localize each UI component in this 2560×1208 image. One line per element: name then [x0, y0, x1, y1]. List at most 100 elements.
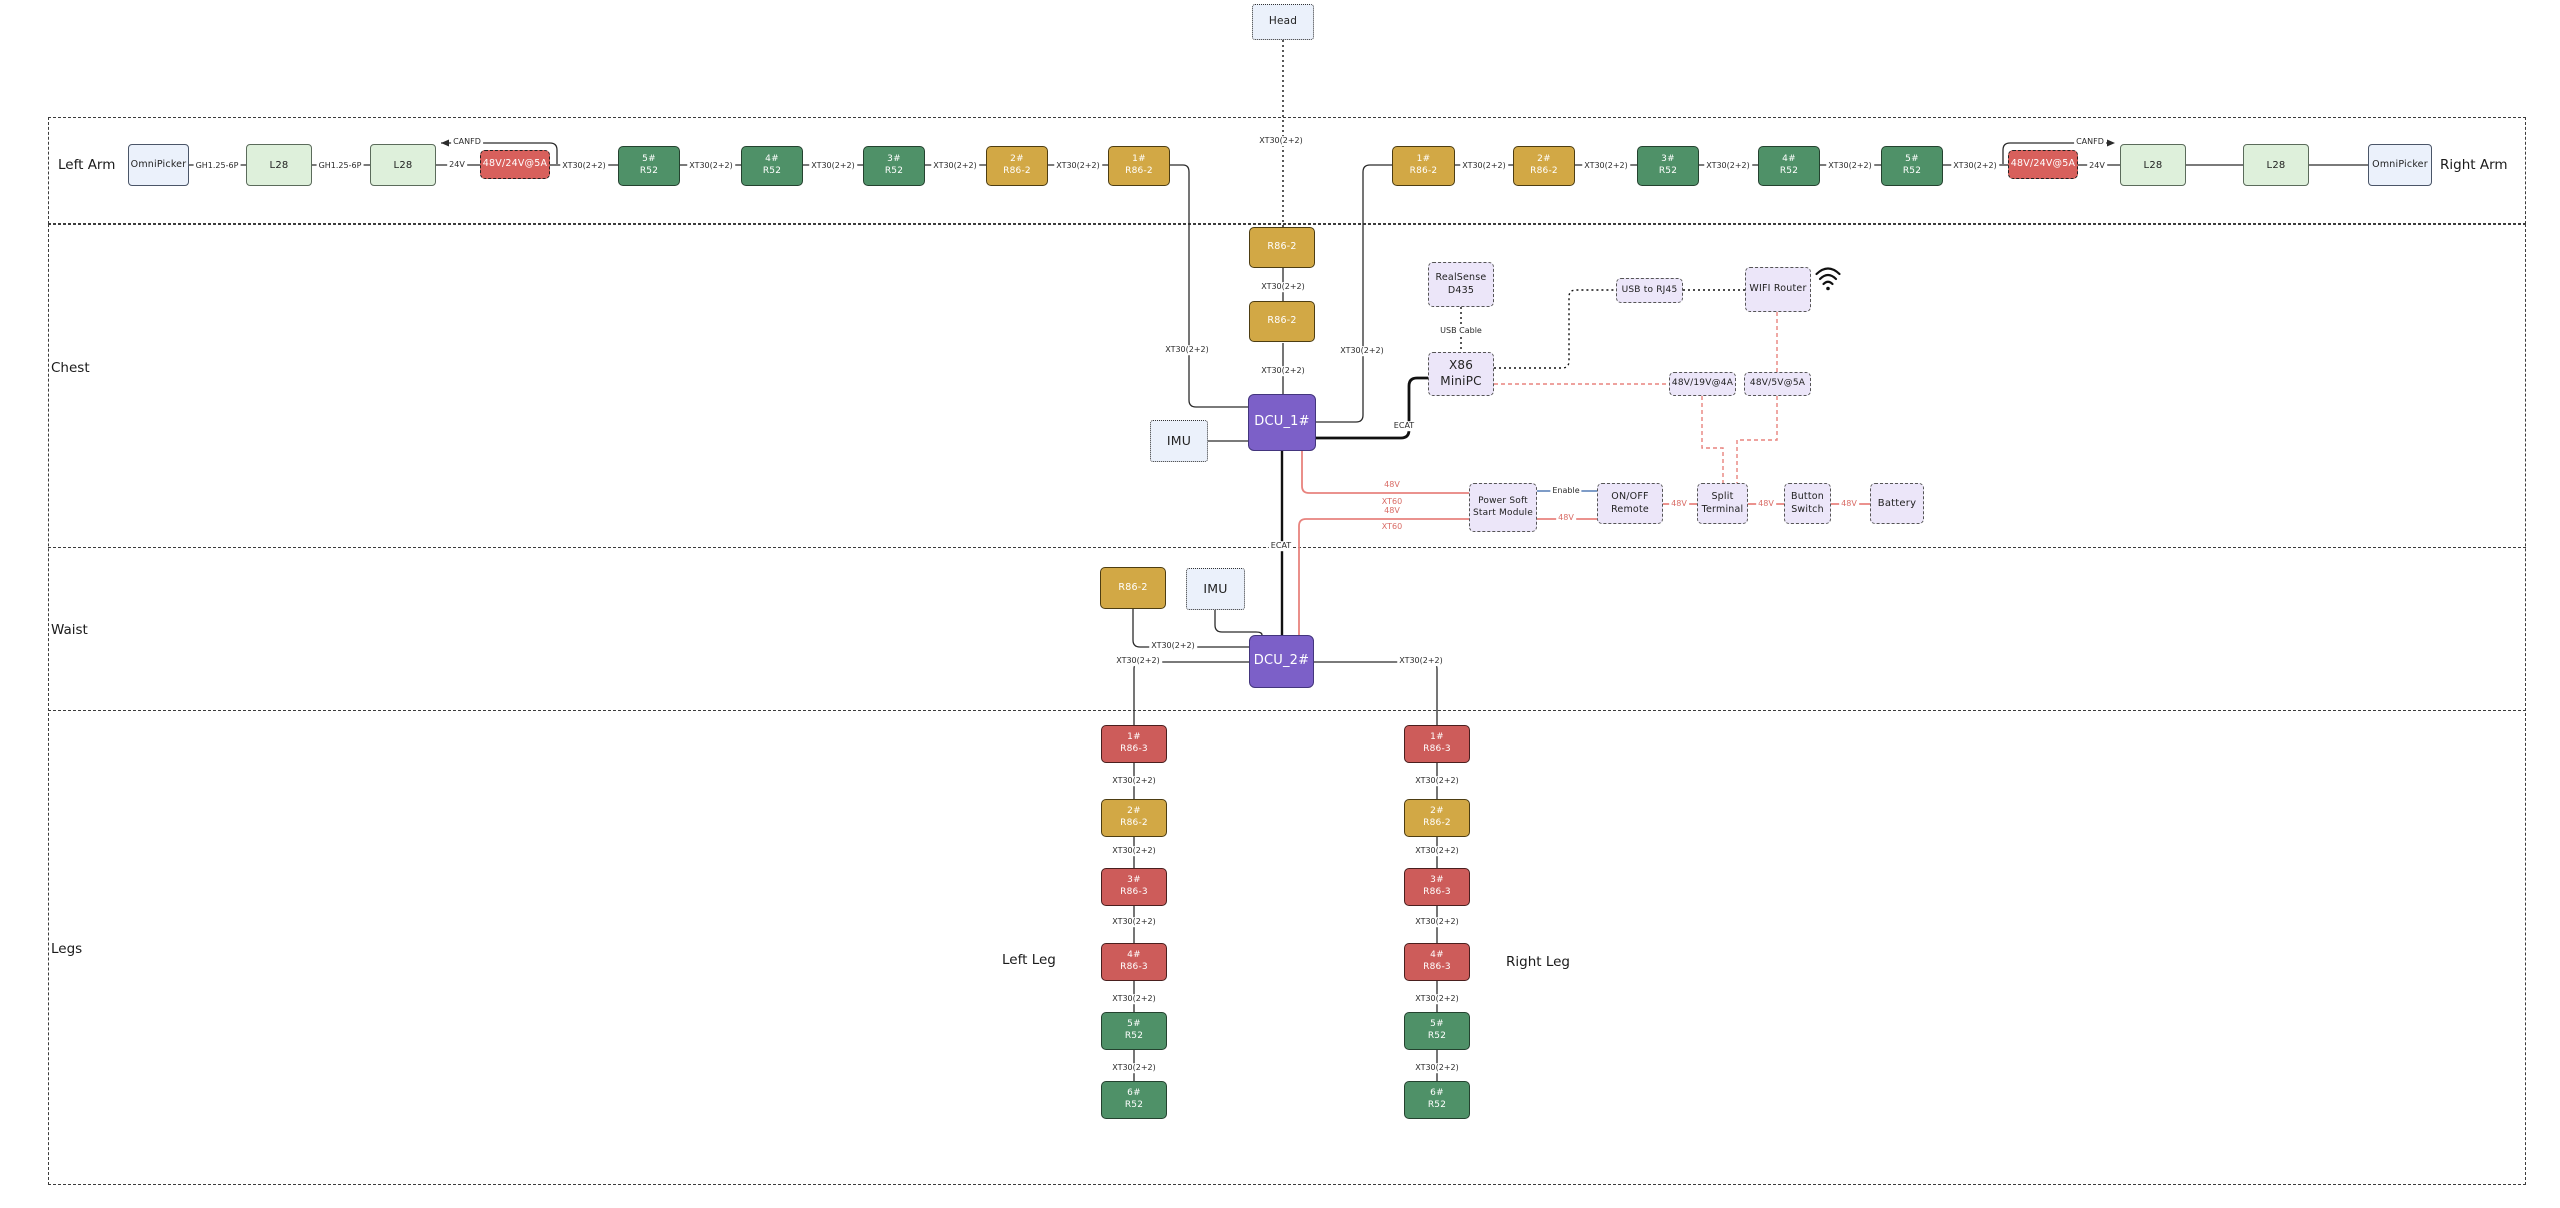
section-label-right-leg: Right Leg — [1506, 954, 1570, 970]
node-label: DCU_2# — [1253, 653, 1310, 669]
wire-label-la-xt4: XT30(2+2) — [1054, 161, 1102, 171]
node-left-leg-4: 4# R86-3 — [1101, 943, 1167, 981]
node-label: Head — [1268, 15, 1298, 28]
node-x86-minipc: X86 MiniPC — [1428, 352, 1494, 396]
node-left-leg-1: 1# R86-3 — [1101, 725, 1167, 763]
wire-label-la-canfd: CANFD — [451, 137, 483, 147]
section-label-chest: Chest — [51, 360, 90, 376]
node-label: ON/OFF — [1611, 491, 1649, 503]
wire-label-feed-48v-b: 48V — [1382, 506, 1402, 516]
node-right-leg-1: 1# R86-3 — [1404, 725, 1470, 763]
wire-label-la-xt1: XT30(2+2) — [687, 161, 735, 171]
wire-label-s48-b: 48V — [1756, 499, 1776, 509]
node-label: 1# — [1416, 154, 1431, 165]
node-right-leg-4: 4# R86-3 — [1404, 943, 1470, 981]
node-label: 48V/24V@5A — [2010, 158, 2076, 170]
node-label: 1# — [1132, 154, 1146, 165]
node-button-switch: Button Switch — [1784, 483, 1831, 524]
node-conv-48v-5v: 48V/5V@5A — [1744, 372, 1811, 396]
wire-label-la-xt0: XT30(2+2) — [560, 161, 608, 171]
node-label: L28 — [2266, 159, 2286, 171]
node-label: R52 — [1658, 166, 1678, 176]
node-label: 2# — [1010, 154, 1024, 165]
wire-label-la-24v: 24V — [447, 160, 467, 170]
node-label: D435 — [1447, 284, 1475, 296]
wire-label-ecat-1: ECAT — [1391, 421, 1417, 431]
node-label: L28 — [2143, 159, 2163, 171]
node-motor-left-5: 5# R52 — [618, 146, 680, 186]
node-onoff-remote: ON/OFF Remote — [1597, 483, 1663, 524]
node-label: 2# — [1537, 154, 1551, 165]
node-label: Power Soft — [1478, 495, 1528, 506]
node-label: R52 — [884, 166, 904, 176]
node-conv-48v-19v: 48V/19V@4A — [1669, 372, 1736, 396]
node-label: 5# — [1905, 154, 1919, 165]
wire-label-ra-xt1: XT30(2+2) — [1826, 161, 1874, 171]
node-label: 5# — [1430, 1019, 1444, 1030]
wire-power-to-dcu1 — [1301, 451, 1469, 494]
wire-label-feed-xt60-b: XT60 — [1379, 522, 1405, 532]
node-label: R86-2 — [1267, 241, 1297, 253]
node-dcu-1: DCU_1# — [1248, 394, 1316, 451]
node-motor-left-4: 4# R52 — [741, 146, 803, 186]
node-left-leg-6: 6# R52 — [1101, 1081, 1167, 1119]
node-l28-right-2: L28 — [2243, 144, 2309, 186]
node-motor-left-2: 2# R86-2 — [986, 146, 1048, 186]
wire-imu2-to-dcu2 — [1214, 610, 1263, 636]
wire-label-llx-1: XT30(2+2) — [1110, 776, 1158, 786]
section-label-right-arm: Right Arm — [2440, 157, 2508, 173]
node-label: 3# — [1430, 875, 1444, 886]
node-label: Button — [1790, 491, 1825, 503]
node-motor-right-3: 3# R52 — [1637, 146, 1699, 186]
wire-conv5v-to-split — [1736, 396, 1778, 483]
node-label: R52 — [1124, 1031, 1144, 1041]
node-label: 3# — [887, 154, 901, 165]
node-converter-right: 48V/24V@5A — [2008, 150, 2078, 179]
node-label: L28 — [269, 159, 289, 171]
node-omnipicker-right: OmniPicker — [2368, 144, 2432, 186]
node-label: R52 — [762, 166, 782, 176]
node-right-leg-2: 2# R86-2 — [1404, 799, 1470, 837]
node-usb-to-rj45: USB to RJ45 — [1616, 278, 1683, 303]
node-label: X86 — [1448, 358, 1474, 373]
wire-label-rlx-2: XT30(2+2) — [1413, 846, 1461, 856]
wire-label-s48-c: 48V — [1839, 499, 1859, 509]
node-label: 48V/19V@4A — [1671, 378, 1734, 389]
node-split-terminal: Split Terminal — [1697, 483, 1748, 524]
wire-label-ra-canfd: CANFD — [2074, 137, 2106, 147]
node-wifi-router: WIFI Router — [1745, 267, 1811, 312]
wire-label-llx-2: XT30(2+2) — [1110, 846, 1158, 856]
node-label: Battery — [1877, 498, 1917, 509]
node-label: R86-3 — [1423, 887, 1451, 897]
wire-label-ch-xt-r: XT30(2+2) — [1338, 346, 1386, 356]
wire-label-la-gh2: GH1.25-6P — [316, 161, 364, 171]
node-label: 4# — [1430, 950, 1444, 961]
wire-canfd-bypass-left — [441, 142, 558, 164]
node-l28-left-2: L28 — [370, 144, 436, 186]
node-label: R86-3 — [1120, 887, 1148, 897]
node-label: WIFI Router — [1749, 283, 1807, 295]
wire-label-ra-xt2: XT30(2+2) — [1704, 161, 1752, 171]
node-label: R86-3 — [1423, 962, 1451, 972]
wire-label-wa-xt-t: XT30(2+2) — [1149, 641, 1197, 651]
canfd-arrow-left — [441, 139, 449, 147]
arms-section-border — [48, 117, 2526, 224]
node-right-leg-6: 6# R52 — [1404, 1081, 1470, 1119]
canfd-arrow-right — [2107, 139, 2115, 147]
node-label: 1# — [1430, 732, 1444, 743]
node-label: R52 — [1124, 1100, 1144, 1110]
wire-label-la-gh1: GH1.25-6P — [193, 161, 241, 171]
node-label: RealSense — [1435, 272, 1487, 284]
node-r86-waist: R86-2 — [1100, 567, 1166, 609]
wire-waist-r86-to-dcu2 — [1132, 609, 1249, 648]
section-label-legs: Legs — [51, 941, 83, 957]
wire-label-llx-5: XT30(2+2) — [1110, 1063, 1158, 1073]
wire-label-usb-cable: USB Cable — [1438, 326, 1484, 336]
node-r86-chest-1: R86-2 — [1249, 227, 1315, 268]
node-right-leg-3: 3# R86-3 — [1404, 868, 1470, 906]
node-label: R86-3 — [1120, 962, 1148, 972]
node-label: 2# — [1127, 806, 1141, 817]
wire-label-ecat-2: ECAT — [1268, 541, 1294, 551]
node-r86-chest-2: R86-2 — [1249, 301, 1315, 342]
wire-label-ch-xt-c1: XT30(2+2) — [1259, 282, 1307, 292]
